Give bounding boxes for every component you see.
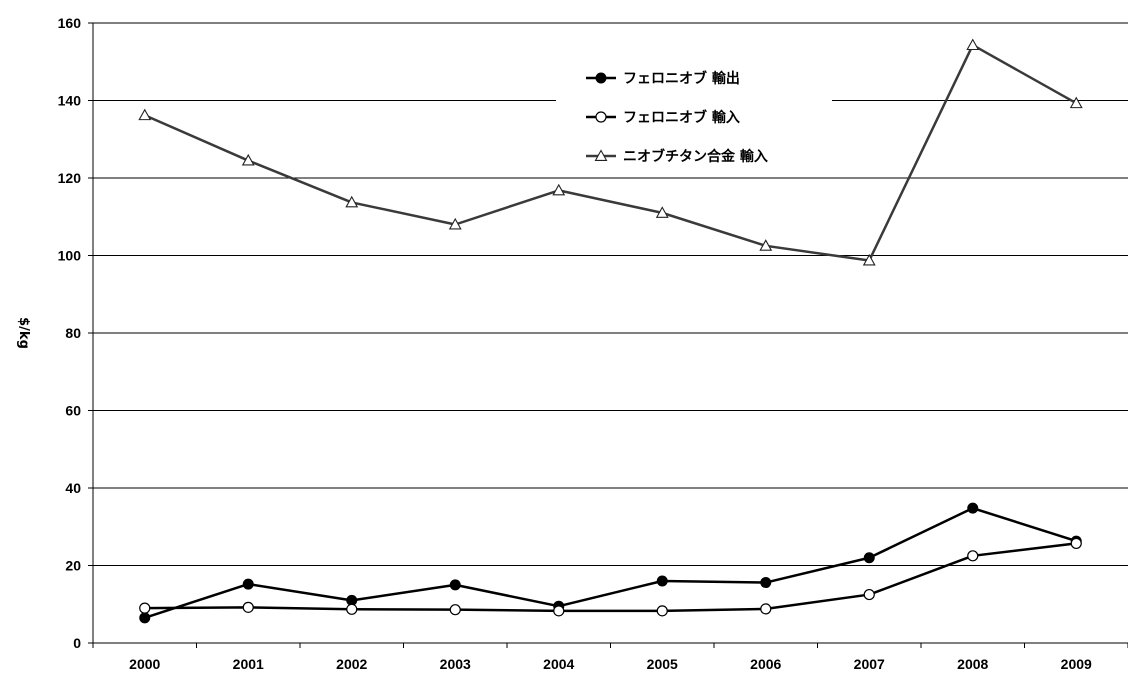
data-point <box>760 603 772 615</box>
series-1 <box>139 502 1082 624</box>
x-tick-label: 2005 <box>647 656 678 672</box>
series-group <box>138 38 1083 624</box>
y-tick-label: 80 <box>65 325 81 341</box>
x-tick-labels: 2000 2001 2002 2003 2004 2005 2006 2007 2008 2009 <box>129 656 1092 672</box>
legend-marker <box>594 149 608 161</box>
y-tick-label: 120 <box>58 170 82 186</box>
data-point <box>242 601 254 613</box>
data-point <box>345 195 359 208</box>
data-point <box>656 575 668 587</box>
x-tick-label: 2001 <box>233 656 264 672</box>
x-tick-label: 2002 <box>336 656 367 672</box>
data-point <box>863 552 875 564</box>
x-tick-label: 2006 <box>750 656 781 672</box>
series-line <box>144 43 1077 262</box>
data-point <box>655 206 669 218</box>
y-axis-label: $/kg <box>16 317 31 349</box>
data-point <box>449 579 461 591</box>
data-point <box>139 612 151 624</box>
data-point <box>553 605 565 617</box>
series-line <box>144 542 1077 613</box>
x-tick-label: 2007 <box>854 656 885 672</box>
data-point <box>862 253 876 266</box>
data-point <box>241 153 255 166</box>
data-point <box>1069 96 1083 109</box>
data-point <box>139 602 151 614</box>
data-point <box>449 604 461 616</box>
data-point <box>967 550 979 562</box>
legend-item: フェロニオブ 輸出 <box>586 70 740 87</box>
data-point <box>656 605 668 617</box>
legend-label: フェロニオブ 輸入 <box>623 109 740 126</box>
data-point <box>863 588 875 601</box>
legend-item: ニオブチタン合金 輸入 <box>586 148 768 165</box>
legend-label: ニオブチタン合金 輸入 <box>623 148 768 165</box>
data-point <box>1070 537 1082 550</box>
legend-item: フェロニオブ 輸入 <box>586 109 740 126</box>
axes <box>92 23 1128 644</box>
y-tick-label: 0 <box>73 635 81 651</box>
legend-label: フェロニオブ 輸出 <box>623 70 740 87</box>
x-tick-label: 2009 <box>1061 656 1092 672</box>
y-tick-label: 60 <box>65 403 81 419</box>
y-tick-label: 40 <box>65 480 81 496</box>
data-point <box>138 108 152 121</box>
data-point <box>448 217 462 230</box>
data-point <box>759 239 773 251</box>
x-tick-label: 2008 <box>957 656 988 672</box>
data-point <box>760 577 772 589</box>
y-tick-labels: 0 20 40 60 80 100 120 140 160 <box>58 15 82 651</box>
data-point <box>966 38 980 51</box>
y-tick-label: 100 <box>58 248 82 264</box>
y-tick-label: 160 <box>58 15 82 31</box>
data-point <box>967 502 979 514</box>
series-line <box>144 506 1077 620</box>
legend-marker <box>595 72 607 84</box>
series-2 <box>139 537 1082 617</box>
data-point <box>346 603 358 615</box>
series-3 <box>138 38 1083 266</box>
legend-marker <box>595 111 607 123</box>
data-point <box>242 578 254 590</box>
x-tick-label: 2004 <box>543 656 574 672</box>
x-tick-label: 2003 <box>440 656 471 672</box>
x-tick-label: 2000 <box>129 656 160 672</box>
y-tick-label: 140 <box>58 93 82 109</box>
y-tick-label: 20 <box>65 558 81 574</box>
data-point <box>552 183 566 196</box>
